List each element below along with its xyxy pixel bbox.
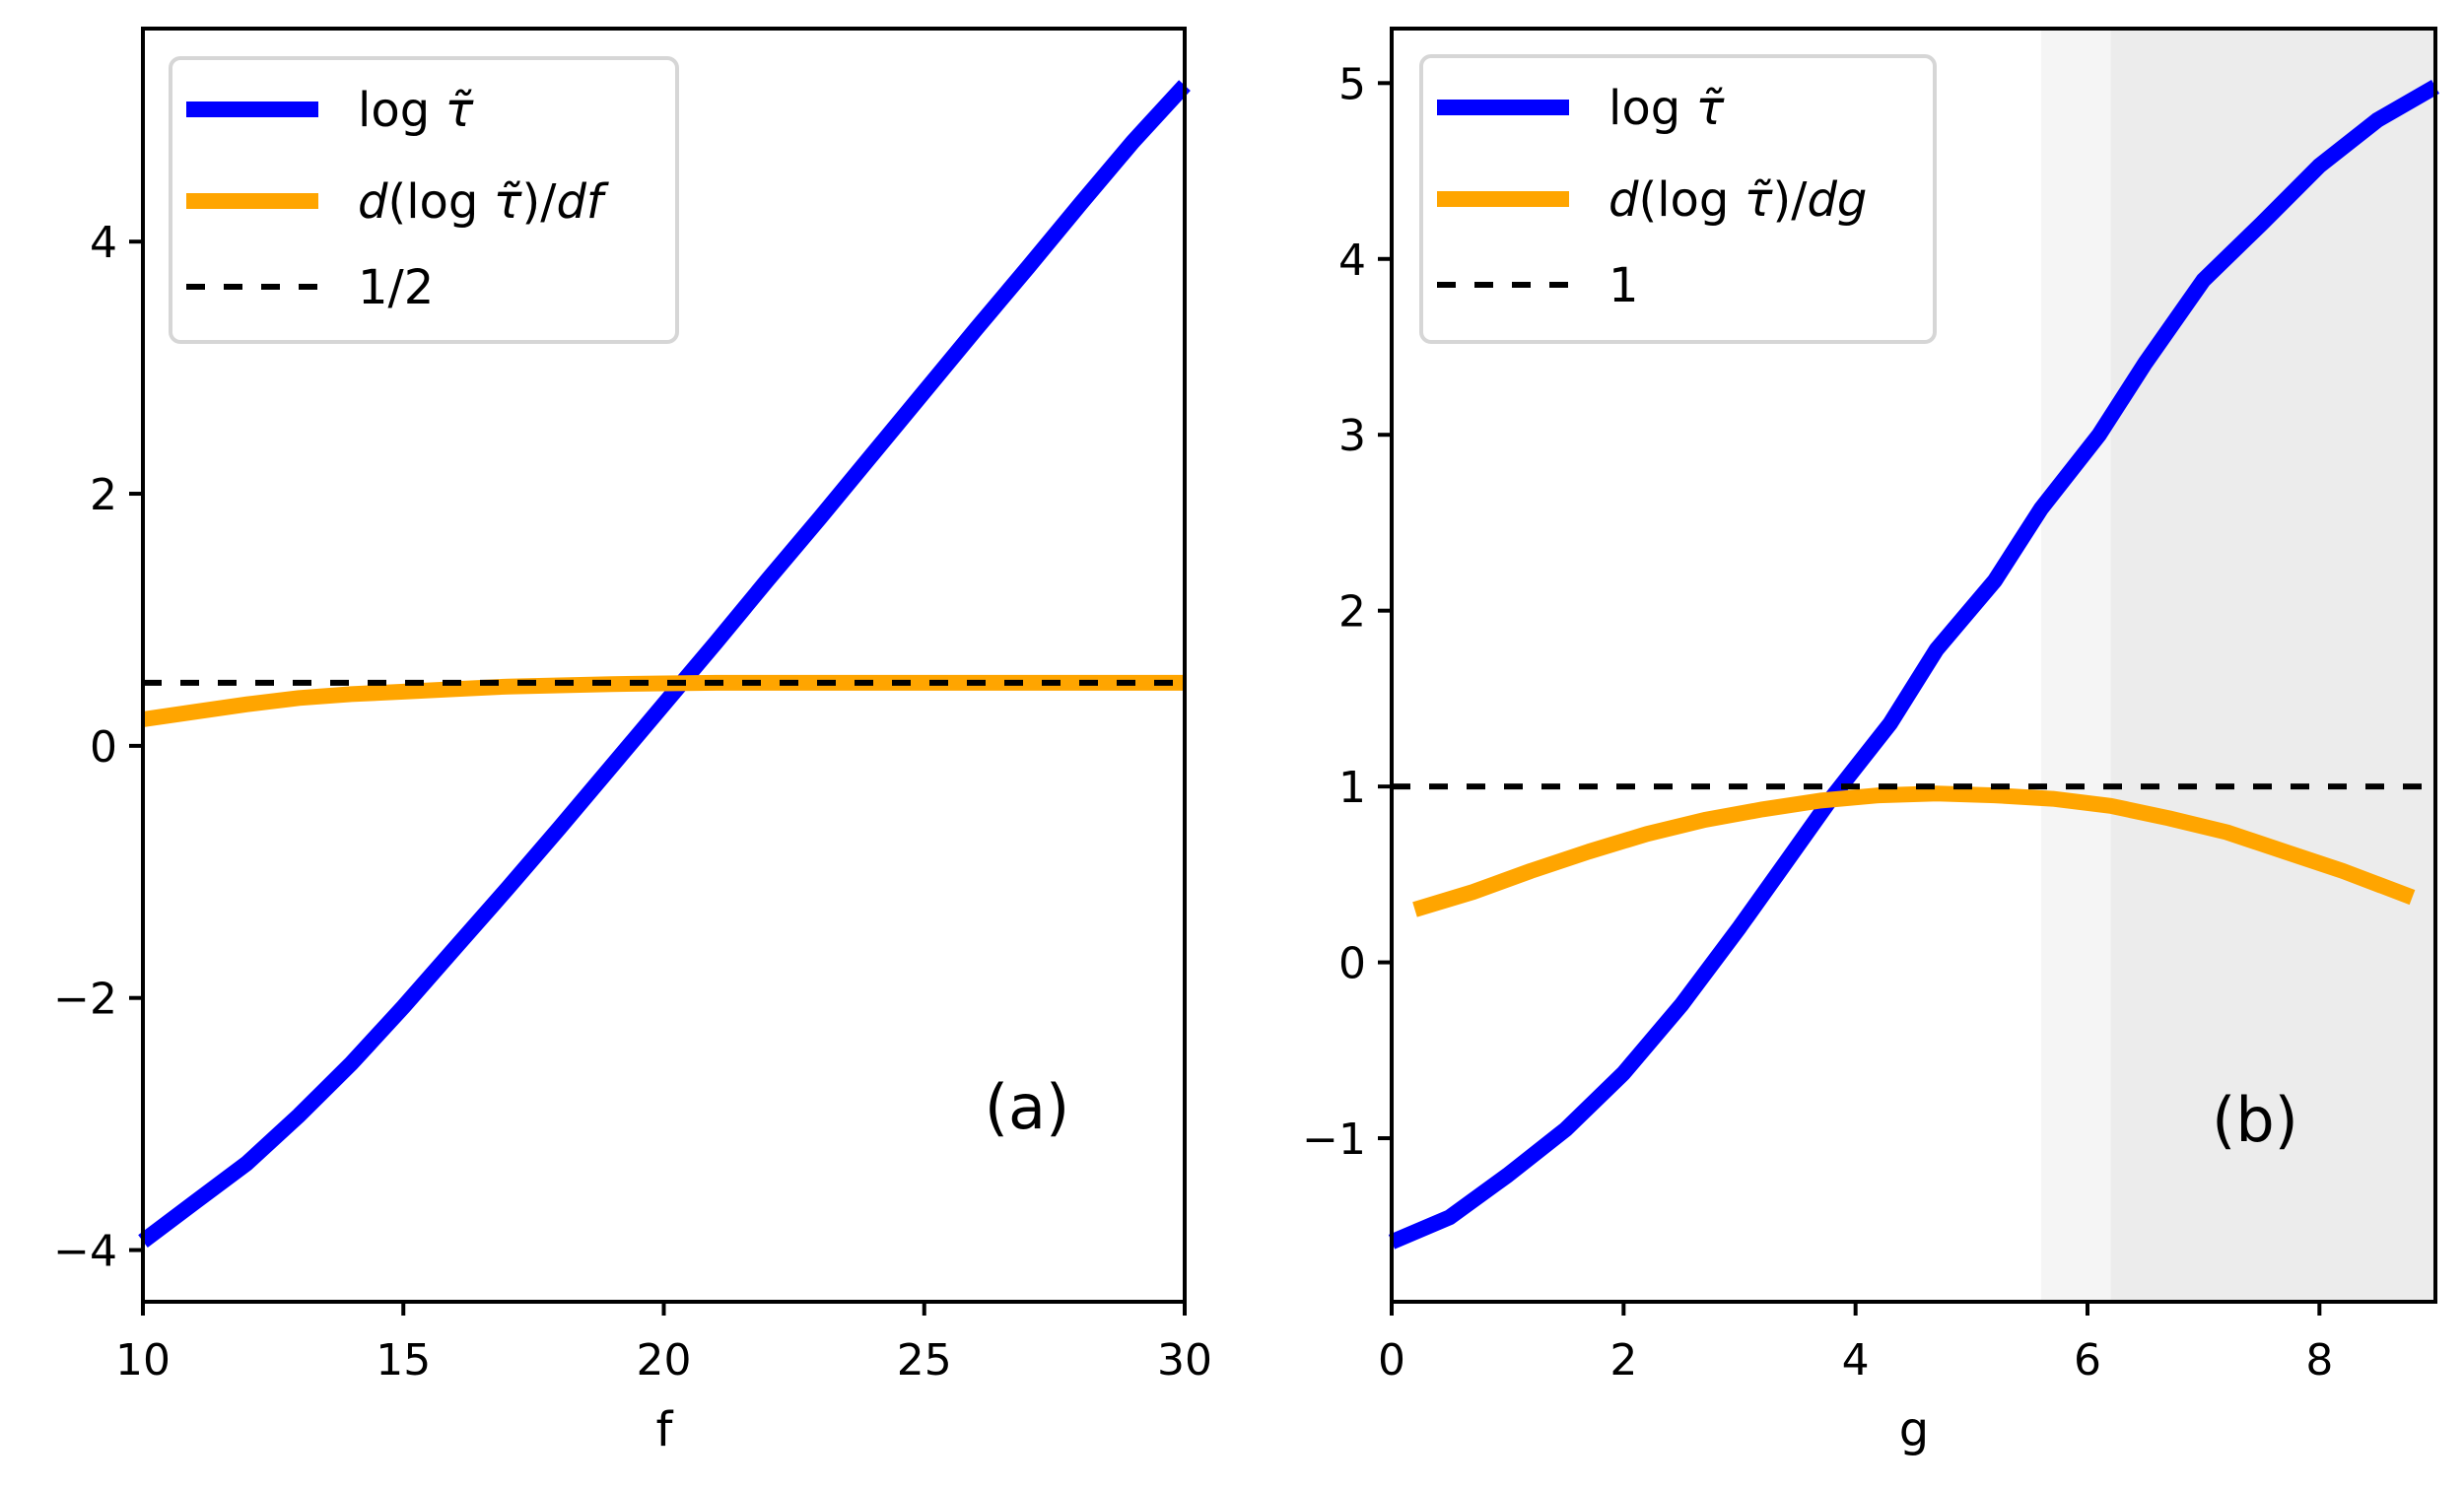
x-tick-label: 15 (376, 1335, 431, 1386)
panel-b-shaded-region (2040, 29, 2435, 1302)
legend-label-0: log τ̃ (358, 83, 474, 138)
panel-b-series (1388, 79, 2439, 1250)
panel-a-xlabel: f (656, 1402, 674, 1457)
y-tick-label: 4 (90, 218, 117, 268)
legend-label-1: d(log τ̃)/dg (1608, 172, 1867, 228)
y-tick-label: −2 (53, 975, 117, 1025)
shaded-region-inner (2110, 29, 2435, 1302)
panel-b-ticks: 0 2 4 6 8 −1 0 1 2 3 4 5 (1302, 59, 2333, 1386)
legend-label-1: d(log τ̃)/df (358, 174, 609, 230)
y-tick-label: 0 (90, 722, 117, 773)
x-tick-label: 6 (2074, 1335, 2101, 1386)
y-tick-label: −1 (1302, 1115, 1366, 1165)
x-tick-label: 8 (2305, 1335, 2333, 1386)
x-tick-label: 25 (897, 1335, 952, 1386)
panel-b-xlabel: g (1899, 1402, 1929, 1457)
series-line-0 (1388, 79, 2439, 1250)
legend-label-2: 1 (1608, 258, 1639, 313)
legend-box (1419, 54, 1937, 344)
panel-a-ticks: 10 15 20 25 30 −4 −2 0 2 4 (53, 218, 1212, 1386)
legend-box (169, 56, 679, 344)
series-line-1 (1412, 785, 2416, 917)
y-tick-label: 1 (1338, 763, 1366, 813)
panel-a-chart: 10 15 20 25 30 −4 −2 0 2 4 f (a) log τ̃ d(log τ̃)/… (53, 27, 1212, 1457)
panel-a-legend: log τ̃ d(log τ̃)/df 1/2 (169, 56, 679, 344)
x-tick-label: 10 (115, 1335, 171, 1386)
y-tick-label: 5 (1338, 59, 1366, 109)
panel-b-frame (1390, 27, 2437, 1304)
x-tick-label: 2 (1609, 1335, 1637, 1386)
x-tick-label: 20 (637, 1335, 692, 1386)
legend-label-2: 1/2 (358, 260, 434, 315)
x-tick-label: 0 (1378, 1335, 1405, 1386)
panel-a-series (138, 80, 1191, 1248)
x-tick-label: 30 (1157, 1335, 1212, 1386)
panel-b-label: (b) (2212, 1084, 2298, 1156)
x-tick-label: 4 (1842, 1335, 1870, 1386)
y-tick-label: 2 (1338, 587, 1366, 638)
y-tick-label: 2 (90, 470, 117, 520)
legend-label-0: log τ̃ (1608, 81, 1725, 136)
y-tick-label: 4 (1338, 236, 1366, 286)
panel-a-label: (a) (985, 1071, 1069, 1143)
panel-b-legend: log τ̃ d(log τ̃)/dg 1 (1419, 54, 1937, 344)
y-tick-label: 0 (1338, 939, 1366, 989)
series-line-0 (138, 80, 1191, 1248)
y-tick-label: −4 (53, 1227, 117, 1277)
y-tick-label: 3 (1338, 411, 1366, 461)
panel-b-chart: 0 2 4 6 8 −1 0 1 2 3 4 5 g (b) log τ̃ d(log τ̃)/dg 1 (1302, 27, 2439, 1457)
